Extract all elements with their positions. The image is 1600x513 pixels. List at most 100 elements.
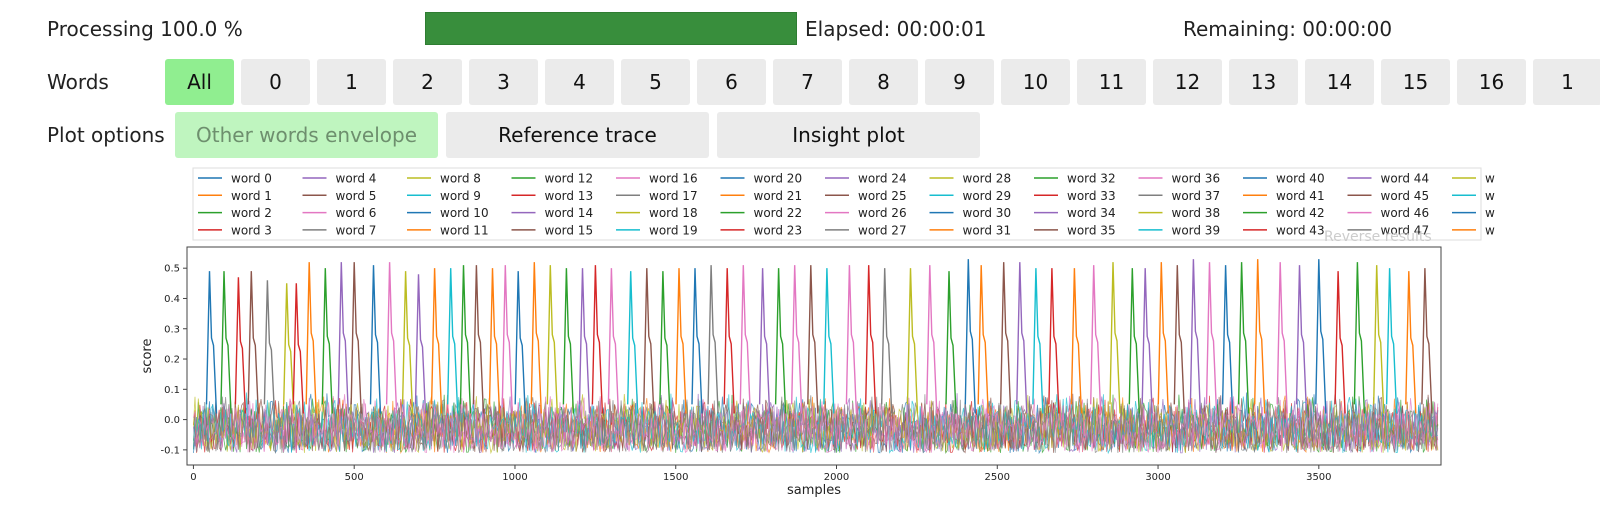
legend-entry: word 9: [440, 189, 481, 203]
peak-traces: [205, 259, 1433, 414]
legend-entry: word 6: [336, 206, 377, 220]
peak-trace: [1189, 259, 1202, 414]
legend-entry: word 17: [649, 189, 698, 203]
peak-trace: [472, 265, 485, 414]
peak-trace: [607, 268, 620, 414]
peak-trace: [1000, 262, 1012, 414]
noise-trace: [193, 393, 1439, 454]
peak-trace: [1090, 265, 1102, 414]
y-tick-label: 0.4: [164, 294, 180, 305]
legend-entry: word 16: [649, 172, 698, 186]
word-button-4[interactable]: 4: [545, 59, 614, 105]
noise-traces: [193, 392, 1439, 455]
peak-trace: [305, 262, 317, 414]
legend-entry: word 5: [336, 189, 377, 203]
y-axis-label: score: [140, 339, 155, 374]
legend-entry: word 2: [231, 206, 272, 220]
y-tick-label: 0.0: [164, 415, 180, 426]
insight-plot-button[interactable]: Insight plot: [717, 112, 980, 158]
legend-entry: word 31: [963, 223, 1012, 237]
other-words-envelope-button[interactable]: Other words envelope: [175, 112, 438, 158]
legend-entry: word 45: [1381, 189, 1430, 203]
word-button-15[interactable]: 15: [1381, 59, 1450, 105]
legend-entry: w: [1485, 189, 1495, 203]
legend-entry: word 37: [1172, 189, 1221, 203]
legend-entry: w: [1485, 206, 1495, 220]
peak-trace: [447, 268, 459, 414]
peak-trace: [321, 268, 333, 414]
peak-trace: [337, 262, 349, 414]
peak-trace: [220, 271, 232, 414]
word-button-1[interactable]: 1: [317, 59, 386, 105]
noise-trace: [193, 394, 1439, 454]
word-button-2[interactable]: 2: [393, 59, 462, 105]
reverse-results-toggle[interactable]: Reverse results: [1324, 229, 1432, 245]
noise-trace: [193, 392, 1438, 455]
peak-trace: [627, 271, 639, 414]
legend-entry: word 7: [336, 223, 377, 237]
peak-trace: [1048, 268, 1060, 414]
peak-trace: [691, 268, 703, 414]
legend-entry: word 24: [858, 172, 907, 186]
legend-entry: word 32: [1067, 172, 1116, 186]
word-button-10[interactable]: 10: [1001, 59, 1070, 105]
word-button-14[interactable]: 14: [1305, 59, 1374, 105]
noise-trace: [193, 393, 1439, 455]
legend-entry: word 47: [1381, 223, 1430, 237]
word-button-8[interactable]: 8: [849, 59, 918, 105]
chart-legend: word 0 word 1 word 2 word 3 word 4 word 5 word…: [192, 167, 1495, 241]
peak-trace: [1385, 268, 1398, 414]
peak-trace: [906, 268, 919, 414]
peak-trace: [1315, 259, 1327, 414]
legend-entry: w: [1485, 223, 1495, 237]
peak-trace: [1405, 271, 1417, 414]
word-button-13[interactable]: 13: [1229, 59, 1298, 105]
legend-entry: word 8: [440, 172, 481, 186]
legend-entry: word 36: [1172, 172, 1221, 186]
word-button-9[interactable]: 9: [925, 59, 994, 105]
word-button-all[interactable]: All: [165, 59, 234, 105]
peak-trace: [758, 268, 771, 414]
word-button-11[interactable]: 11: [1077, 59, 1146, 105]
peak-trace: [430, 268, 443, 414]
x-tick-label: 2500: [985, 472, 1010, 483]
peak-trace: [675, 268, 687, 414]
y-tick-label: 0.2: [164, 355, 180, 366]
word-button-7[interactable]: 7: [773, 59, 842, 105]
legend-entry: word 13: [545, 189, 594, 203]
peak-trace: [774, 268, 787, 414]
word-button-5[interactable]: 5: [621, 59, 690, 105]
x-tick-label: 1500: [663, 472, 688, 483]
peak-trace: [234, 277, 247, 414]
word-button-17[interactable]: 1: [1533, 59, 1600, 105]
legend-entry: word 25: [858, 189, 907, 203]
legend-entry: w: [1485, 172, 1495, 186]
legend-entry: word 15: [545, 223, 594, 237]
word-button-6[interactable]: 6: [697, 59, 766, 105]
legend-frame: [192, 167, 1482, 241]
legend-entry: word 33: [1067, 189, 1116, 203]
reference-trace-button[interactable]: Reference trace: [446, 112, 709, 158]
legend-entry: word 46: [1381, 206, 1430, 220]
word-button-0[interactable]: 0: [241, 59, 310, 105]
y-tick-label: 0.5: [164, 264, 180, 275]
elapsed-time: Elapsed: 00:00:01: [805, 17, 987, 41]
peak-trace: [845, 265, 858, 414]
legend-entry: word 20: [754, 172, 803, 186]
peak-trace: [945, 271, 957, 414]
word-button-12[interactable]: 12: [1153, 59, 1222, 105]
x-tick-label: 0: [190, 472, 196, 483]
legend-entry: word 35: [1067, 223, 1116, 237]
peak-trace: [385, 262, 398, 414]
x-tick-label: 2000: [824, 472, 849, 483]
peak-trace: [488, 268, 501, 414]
peak-trace: [1070, 268, 1083, 414]
legend-entry: word 39: [1172, 223, 1221, 237]
peak-trace: [247, 271, 259, 414]
word-button-3[interactable]: 3: [469, 59, 538, 105]
peak-trace: [401, 271, 414, 414]
word-button-16[interactable]: 16: [1457, 59, 1526, 105]
plot-options-label: Plot options: [47, 123, 165, 147]
legend-entry: word 0: [231, 172, 272, 186]
peak-trace: [659, 271, 671, 414]
